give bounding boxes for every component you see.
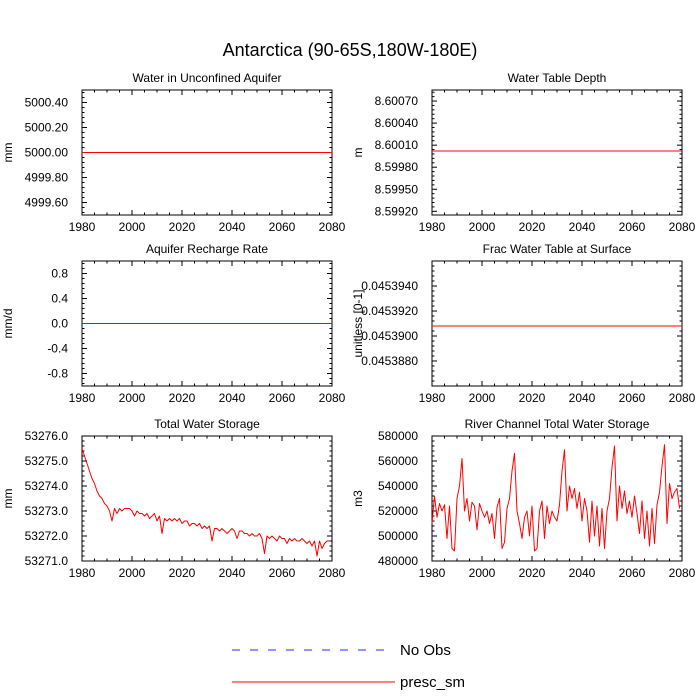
x-tick-label: 2080 <box>669 220 696 234</box>
x-tick-label: 2040 <box>219 220 246 234</box>
y-tick-label: 0.4 <box>51 292 68 306</box>
y-tick-label: 53271.0 <box>25 554 69 568</box>
y-tick-label: 540000 <box>378 479 418 493</box>
y-tick-label: 5000.20 <box>25 121 69 135</box>
y-tick-label: 520000 <box>378 504 418 518</box>
x-tick-label: 2040 <box>569 220 596 234</box>
panel-title: Total Water Storage <box>154 417 260 431</box>
panel-frac-water-table-at-surface: Frac Water Table at Surface unitless [0-1… <box>351 242 696 405</box>
plot-frame <box>81 435 333 562</box>
panel-title: Aquifer Recharge Rate <box>146 242 268 256</box>
y-tick-label: 8.59920 <box>375 204 419 218</box>
x-tick-label: 2020 <box>519 220 546 234</box>
x-tick-label: 2060 <box>269 566 296 580</box>
y-tick-label: 0.0453900 <box>361 329 418 343</box>
y-tick-label: 4999.80 <box>25 171 69 185</box>
legend-label-presc-sm: presc_sm <box>400 674 465 691</box>
x-tick-label: 2040 <box>569 566 596 580</box>
y-tick-label: 580000 <box>378 429 418 443</box>
x-tick-label: 2000 <box>119 220 146 234</box>
y-tick-label: 8.59980 <box>375 160 419 174</box>
x-tick-label: 2000 <box>469 566 496 580</box>
x-tick-label: 2020 <box>519 566 546 580</box>
figure-title: Antarctica (90-65S,180W-180E) <box>223 40 478 60</box>
series-line-presc-sm <box>81 448 330 557</box>
x-tick-label: 2060 <box>619 566 646 580</box>
x-tick-label: 2080 <box>669 566 696 580</box>
x-tick-label: 2040 <box>219 566 246 580</box>
x-tick-label: 2020 <box>169 391 196 405</box>
x-tick-label: 1980 <box>69 220 96 234</box>
x-tick-label: 2060 <box>619 391 646 405</box>
y-tick-label: 53275.0 <box>25 454 69 468</box>
x-tick-label: 2060 <box>619 220 646 234</box>
x-tick-label: 1980 <box>69 391 96 405</box>
x-tick-label: 1980 <box>69 566 96 580</box>
y-tick-label: 53274.0 <box>25 479 69 493</box>
x-tick-label: 2080 <box>319 220 346 234</box>
y-tick-label: 500000 <box>378 529 418 543</box>
panel-river-channel-total-water-storage: River Channel Total Water Storage m3 1980 2… <box>351 417 696 580</box>
y-tick-label: 8.59950 <box>375 182 419 196</box>
y-tick-label: 0.8 <box>51 267 68 281</box>
y-tick-label: 4999.60 <box>25 196 69 210</box>
y-tick-label: -0.4 <box>47 342 68 356</box>
y-tick-label: 0.0 <box>51 317 68 331</box>
plot-frame <box>431 89 683 216</box>
y-axis-label: mm/d <box>1 309 15 339</box>
series-line-presc-sm <box>431 444 680 552</box>
y-tick-label: 8.60040 <box>375 116 419 130</box>
y-tick-label: 0.0453880 <box>361 354 418 368</box>
plot-frame <box>431 260 683 387</box>
x-tick-label: 2040 <box>569 391 596 405</box>
x-tick-label: 2020 <box>519 391 546 405</box>
y-tick-label: 480000 <box>378 554 418 568</box>
x-tick-label: 2000 <box>119 566 146 580</box>
y-tick-label: 8.60070 <box>375 94 419 108</box>
panel-total-water-storage: Total Water Storage mm 1980 2000 2020 2040 206… <box>1 417 346 580</box>
y-tick-label: 53272.0 <box>25 529 69 543</box>
plot-frame <box>431 435 683 562</box>
panel-water-table-depth: Water Table Depth m 1980 2000 2020 2040 2060 20… <box>351 71 696 234</box>
y-tick-label: 0.0453920 <box>361 304 418 318</box>
y-tick-label: 0.0453940 <box>361 279 418 293</box>
y-tick-label: 8.60010 <box>375 138 419 152</box>
x-tick-label: 2020 <box>169 566 196 580</box>
x-tick-label: 2000 <box>119 391 146 405</box>
panel-water-in-unconfined-aquifer: Water in Unconfined Aquifer mm 1980 2000 202… <box>1 71 346 234</box>
x-tick-label: 2020 <box>169 220 196 234</box>
y-tick-label: 5000.00 <box>25 146 69 160</box>
x-tick-label: 2040 <box>219 391 246 405</box>
x-tick-label: 2060 <box>269 391 296 405</box>
y-tick-label: 5000.40 <box>25 96 69 110</box>
panel-title: Water Table Depth <box>508 71 607 85</box>
panel-aquifer-recharge-rate: Aquifer Recharge Rate mm/d 1980 2000 2020 204… <box>1 242 346 405</box>
panel-title: Water in Unconfined Aquifer <box>133 71 282 85</box>
x-tick-label: 2000 <box>469 220 496 234</box>
y-axis-label: m <box>351 148 365 158</box>
x-tick-label: 1980 <box>419 220 446 234</box>
x-tick-label: 2080 <box>319 391 346 405</box>
y-axis-label: m3 <box>351 490 365 507</box>
y-axis-label: mm <box>1 489 15 509</box>
panel-title: Frac Water Table at Surface <box>483 242 632 256</box>
x-tick-label: 1980 <box>419 566 446 580</box>
legend-label-no-obs: No Obs <box>400 642 451 659</box>
panel-title: River Channel Total Water Storage <box>465 417 650 431</box>
y-tick-label: -0.8 <box>47 367 68 381</box>
legend: No Obs presc_sm <box>232 642 465 691</box>
x-tick-label: 1980 <box>419 391 446 405</box>
y-tick-label: 560000 <box>378 454 418 468</box>
x-tick-label: 2000 <box>469 391 496 405</box>
y-axis-label: mm <box>1 143 15 163</box>
y-tick-label: 53273.0 <box>25 504 69 518</box>
x-tick-label: 2080 <box>669 391 696 405</box>
x-tick-label: 2060 <box>269 220 296 234</box>
y-axis-label: unitless [0-1] <box>351 289 365 357</box>
y-tick-label: 53276.0 <box>25 429 69 443</box>
x-tick-label: 2080 <box>319 566 346 580</box>
